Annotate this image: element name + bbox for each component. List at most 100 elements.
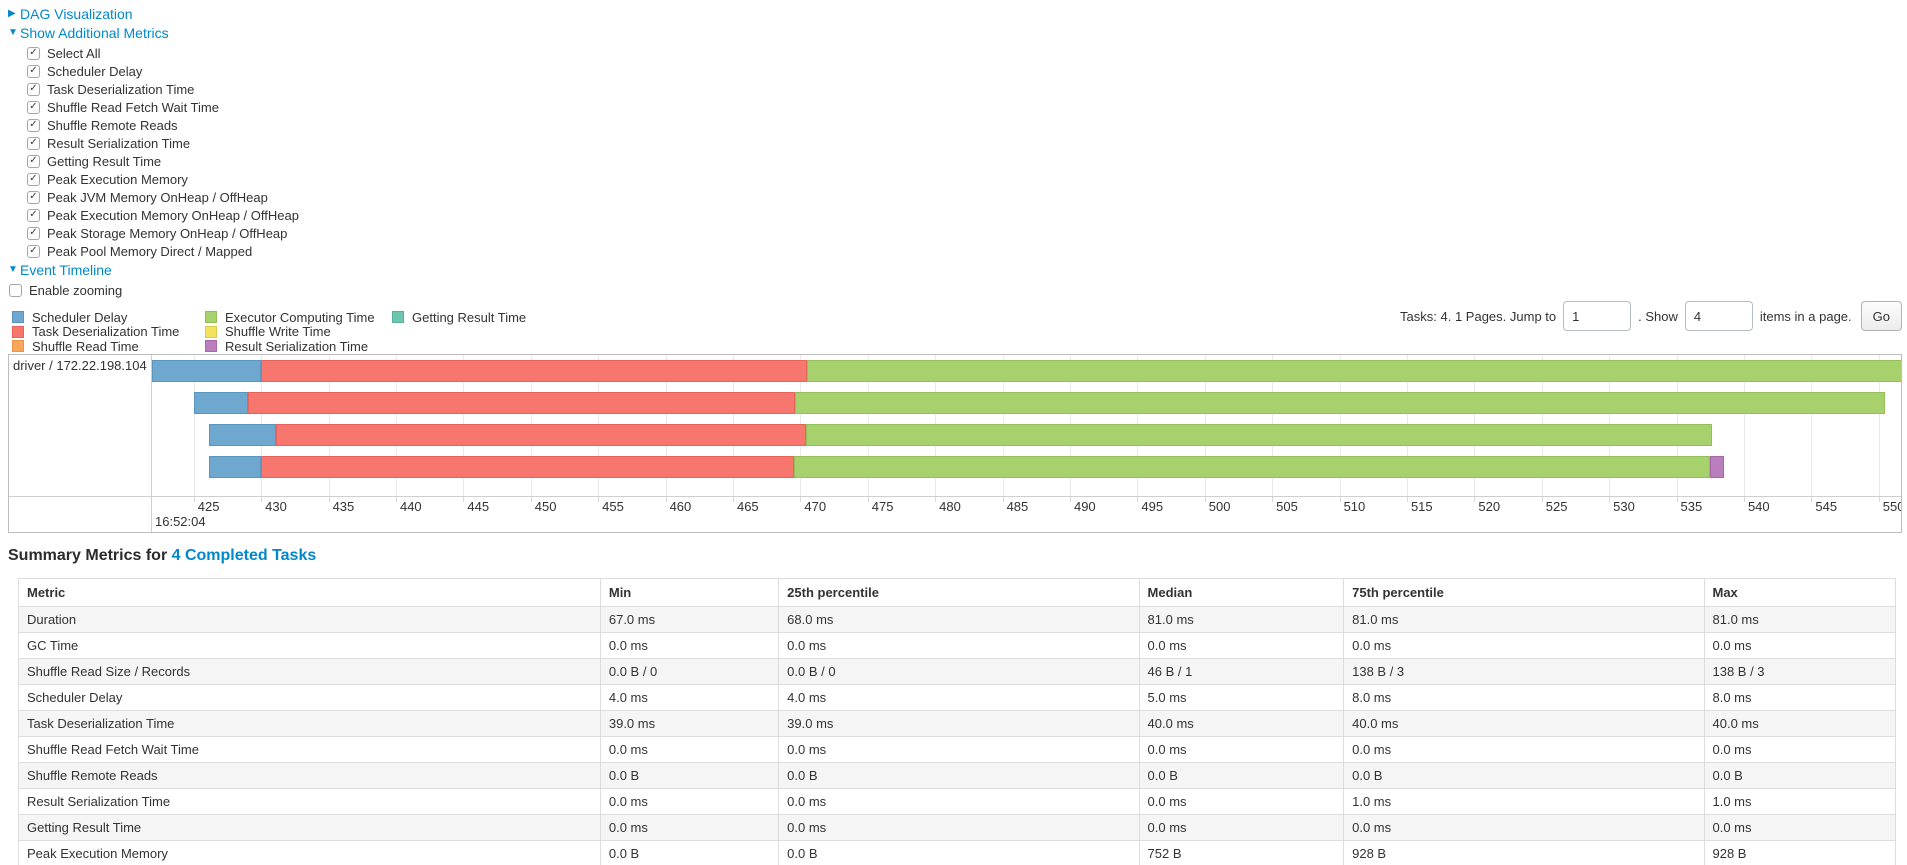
timeline-major-label: 16:52:04	[155, 514, 206, 529]
go-button[interactable]: Go	[1860, 301, 1902, 331]
axis-tick-label: 505	[1276, 499, 1298, 514]
metric-checkbox-1-checked[interactable]: ✓	[27, 64, 40, 78]
jump-to-page-input[interactable]	[1563, 301, 1632, 331]
legend-label: Executor Computing Time	[225, 309, 375, 325]
task-bar-1-scheduler_delay[interactable]	[193, 392, 248, 414]
metric-value-cell: 0.0 B	[1703, 762, 1896, 789]
summary-row-duration: Duration 67.0 ms 68.0 ms 81.0 ms 81.0 ms 81.0…	[18, 606, 1896, 633]
axis-tickmark	[1406, 497, 1408, 502]
axis-tickmark	[1204, 497, 1206, 502]
metric-checkbox-4-checked[interactable]: ✓	[27, 118, 40, 132]
metric-value-cell: 138 B / 3	[1343, 658, 1705, 685]
task-bar-3-result_serialization[interactable]	[1710, 456, 1724, 478]
metric-checkbox-10-checked[interactable]: ✓	[27, 226, 40, 240]
metric-checkbox-7-checked[interactable]: ✓	[27, 172, 40, 186]
metric-checkbox-row: ✓ Peak JVM Memory OnHeap / OffHeap	[27, 188, 1902, 206]
metric-checkbox-label: Peak JVM Memory OnHeap / OffHeap	[47, 189, 268, 205]
legend-item-executor_computing: Executor Computing Time	[205, 310, 392, 325]
metric-value-cell: 0.0 ms	[599, 632, 780, 659]
expanded-arrow-icon: ▼	[8, 264, 18, 275]
dag-visualization-toggle[interactable]: ▶ DAG Visualization	[8, 6, 1902, 22]
task-bar-2-executor_computing[interactable]	[805, 424, 1712, 446]
show-additional-metrics-toggle[interactable]: ▼ Show Additional Metrics	[8, 25, 1902, 41]
enable-zooming-checkbox[interactable]	[9, 283, 22, 297]
metric-value-cell: 0.0 ms	[1138, 736, 1345, 763]
summary-row-scheduler-delay: Scheduler Delay 4.0 ms 4.0 ms 5.0 ms 8.0 ms 8…	[18, 684, 1896, 711]
event-timeline-label: Event Timeline	[20, 261, 112, 278]
axis-tick-label: 425	[197, 499, 220, 514]
task-bar-2-task_deserialization[interactable]	[276, 424, 806, 446]
metric-value-cell: 928 B	[1703, 840, 1896, 865]
metric-name-cell: Result Serialization Time	[18, 788, 601, 815]
timeline-gridline	[193, 355, 195, 496]
legend-item-task_deserialization: Task Deserialization Time	[12, 324, 205, 339]
metric-checkbox-8-checked[interactable]: ✓	[27, 190, 40, 204]
metric-checkbox-2-checked[interactable]: ✓	[27, 82, 40, 96]
task-bar-3-scheduler_delay[interactable]	[208, 456, 262, 478]
metric-checkbox-row: ✓ Shuffle Read Fetch Wait Time	[27, 98, 1902, 116]
metric-checkbox-row: ✓ Peak Execution Memory	[27, 170, 1902, 188]
metric-value-cell: 0.0 B	[599, 762, 780, 789]
axis-tick-label: 485	[1006, 499, 1029, 514]
metric-checkbox-label: Select All	[47, 45, 101, 61]
legend-item-shuffle_read: Shuffle Read Time	[12, 339, 205, 354]
pagination-suffix: items in a page.	[1759, 308, 1852, 324]
summary-column-header: Metric	[18, 578, 601, 607]
metric-name-cell: Shuffle Read Fetch Wait Time	[18, 736, 601, 763]
metric-value-cell: 1.0 ms	[1343, 788, 1705, 815]
axis-tickmark	[867, 497, 869, 502]
timeline-gridline	[1878, 355, 1880, 496]
summary-heading-prefix: Summary Metrics for	[8, 547, 172, 564]
metric-value-cell: 39.0 ms	[599, 710, 780, 737]
task-bar-3-executor_computing[interactable]	[793, 456, 1711, 478]
summary-column-header: 75th percentile	[1343, 578, 1705, 607]
metric-value-cell: 0.0 B	[1138, 762, 1345, 789]
axis-tick-label: 475	[871, 499, 894, 514]
metric-checkbox-row: ✓ Select All	[27, 44, 1902, 62]
metric-name-cell: Peak Execution Memory	[18, 840, 601, 865]
metric-checkbox-0-checked[interactable]: ✓	[27, 46, 40, 60]
axis-tick-label: 530	[1613, 499, 1635, 514]
axis-tick-label: 510	[1343, 499, 1366, 514]
metric-checkbox-3-checked[interactable]: ✓	[27, 100, 40, 114]
event-timeline-toggle[interactable]: ▼ Event Timeline	[8, 261, 1902, 278]
metric-checkbox-row: ✓ Peak Execution Memory OnHeap / OffHeap	[27, 206, 1902, 224]
task-bar-0-scheduler_delay[interactable]	[152, 360, 262, 382]
metric-checkbox-6-checked[interactable]: ✓	[27, 154, 40, 168]
items-per-page-input[interactable]	[1684, 301, 1753, 331]
axis-tick-label: 500	[1208, 499, 1231, 514]
legend-column: Getting Result Time	[392, 310, 526, 354]
axis-tickmark	[1743, 497, 1745, 502]
task-bar-1-executor_computing[interactable]	[794, 392, 1886, 414]
completed-tasks-link[interactable]: 4 Completed Tasks	[171, 547, 317, 564]
task-bar-0-executor_computing[interactable]	[807, 360, 1901, 382]
metric-checkbox-11-checked[interactable]: ✓	[27, 244, 40, 258]
task-pagination: Tasks: 4. 1 Pages. Jump to . Show items …	[1400, 301, 1902, 331]
metric-value-cell: 4.0 ms	[778, 684, 1140, 711]
legend-swatch-result_serialization-icon	[205, 340, 217, 353]
task-bar-2-scheduler_delay[interactable]	[208, 424, 276, 446]
metric-name-cell: Getting Result Time	[18, 814, 601, 841]
metric-value-cell: 81.0 ms	[1343, 606, 1705, 633]
metric-value-cell: 0.0 B / 0	[599, 658, 780, 685]
legend-swatch-getting_result-icon	[392, 311, 404, 324]
metric-value-cell: 68.0 ms	[778, 606, 1140, 633]
metric-value-cell: 67.0 ms	[599, 606, 780, 633]
summary-row-task-deserialization-time: Task Deserialization Time 39.0 ms 39.0 ms 4…	[18, 710, 1896, 737]
metric-value-cell: 928 B	[1343, 840, 1705, 865]
axis-tick-label: 440	[399, 499, 422, 514]
axis-tick-label: 545	[1815, 499, 1838, 514]
metric-checkbox-9-checked[interactable]: ✓	[27, 208, 40, 222]
metric-checkbox-label: Peak Pool Memory Direct / Mapped	[47, 243, 253, 259]
axis-tick-label: 535	[1680, 499, 1703, 514]
task-bar-1-task_deserialization[interactable]	[247, 392, 795, 414]
task-bar-3-task_deserialization[interactable]	[261, 456, 794, 478]
legend-swatch-executor_computing-icon	[205, 311, 217, 324]
metric-value-cell: 1.0 ms	[1703, 788, 1896, 815]
metric-value-cell: 0.0 ms	[599, 814, 780, 841]
legend-label: Result Serialization Time	[225, 338, 369, 354]
timeline-axis-spacer	[9, 497, 152, 532]
metric-checkbox-5-checked[interactable]: ✓	[27, 136, 40, 150]
task-bar-0-task_deserialization[interactable]	[261, 360, 808, 382]
event-timeline-chart: driver / 172.22.198.104 16:52:04 425 430 4…	[8, 354, 1902, 533]
